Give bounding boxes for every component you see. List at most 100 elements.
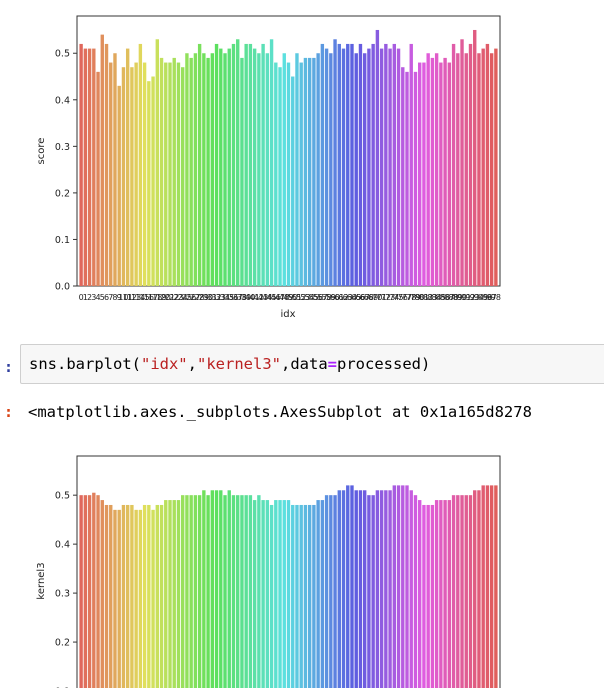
x-tick-label: 57 xyxy=(317,293,327,302)
output-prompt: : xyxy=(4,403,14,421)
bar-17 xyxy=(151,76,155,287)
bar-2 xyxy=(87,48,92,287)
x-tick-label: 85 xyxy=(436,293,446,302)
bar-74 xyxy=(392,43,397,287)
bar-83 xyxy=(430,504,435,688)
y-tick-label: 0.3 xyxy=(55,589,70,600)
y-tick-label: 0.4 xyxy=(55,95,70,106)
x-tick-label: 1 xyxy=(83,293,88,302)
x-tick-label: 63 xyxy=(343,293,353,302)
x-tick-label: 43 xyxy=(258,293,268,302)
y-tick-label: 0.2 xyxy=(55,188,70,199)
bar-76 xyxy=(401,67,405,287)
bar-33 xyxy=(219,48,223,287)
x-tick-label: 96 xyxy=(482,293,492,302)
bar-6 xyxy=(104,43,109,287)
bar-54 xyxy=(307,504,312,688)
bar-62 xyxy=(341,48,346,287)
bar-24 xyxy=(181,67,185,287)
bar-39 xyxy=(244,495,248,688)
bar-0 xyxy=(79,43,83,287)
x-tick-label: 61 xyxy=(334,293,344,302)
bar-46 xyxy=(274,500,278,688)
bar-61 xyxy=(337,490,341,688)
x-tick-label: 3 xyxy=(91,293,96,302)
bar-31 xyxy=(210,53,215,286)
bar-66 xyxy=(358,490,363,688)
x-tick-label: 66 xyxy=(355,293,365,302)
bar-45 xyxy=(269,504,274,688)
x-tick-label: 95 xyxy=(478,293,488,302)
bar-98 xyxy=(494,48,498,287)
bar-16 xyxy=(147,81,151,286)
bar-77 xyxy=(405,71,409,286)
x-tick-label: 22 xyxy=(169,293,179,302)
code-line[interactable]: sns.barplot("idx","kernel3",data=process… xyxy=(29,355,431,373)
y-tick-label: 0.0 xyxy=(55,282,70,293)
bar-90 xyxy=(460,39,464,286)
bar-57 xyxy=(320,43,325,287)
x-tick-label: 89 xyxy=(453,293,463,302)
bar-36 xyxy=(231,43,236,287)
x-tick-label: 45 xyxy=(266,293,276,302)
bar-44 xyxy=(265,53,270,286)
bar-19 xyxy=(159,57,164,287)
x-tick-label: 68 xyxy=(364,293,374,302)
bar-70 xyxy=(375,29,380,286)
bar-49 xyxy=(286,62,291,286)
x-tick-label: 40 xyxy=(245,293,255,302)
bar-96 xyxy=(485,485,490,688)
bar-32 xyxy=(214,43,219,287)
code-cell[interactable]: sns.barplot("idx","kernel3",data=process… xyxy=(20,344,604,384)
bar-85 xyxy=(439,62,443,286)
x-tick-label: 4 xyxy=(96,293,101,302)
x-tick-label: 86 xyxy=(440,293,450,302)
x-tick-label: 48 xyxy=(279,293,289,302)
bar-35 xyxy=(227,490,231,688)
x-tick-label: 46 xyxy=(271,293,281,302)
bar-26 xyxy=(189,495,193,688)
bar-64 xyxy=(350,43,354,287)
x-tick-label: 55 xyxy=(309,293,319,302)
x-tick-label: 52 xyxy=(296,293,306,302)
bar-30 xyxy=(206,57,210,287)
bar-4 xyxy=(96,71,100,286)
bar-14 xyxy=(138,509,143,688)
bar-81 xyxy=(422,504,426,688)
bar-95 xyxy=(481,485,485,688)
bar-22 xyxy=(172,57,176,287)
bar-30 xyxy=(206,495,210,688)
x-tick-label: 73 xyxy=(385,293,395,302)
x-tick-label: 70 xyxy=(372,293,382,302)
bar-74 xyxy=(392,485,397,688)
x-tick-label: 7 xyxy=(108,293,113,302)
x-tick-label: 13 xyxy=(131,293,141,302)
bar-61 xyxy=(337,43,341,287)
bar-79 xyxy=(413,495,418,688)
bar-3 xyxy=(92,48,96,287)
bar-68 xyxy=(367,48,371,287)
bar-65 xyxy=(354,490,358,688)
bar-72 xyxy=(384,43,388,287)
bar-51 xyxy=(295,53,299,286)
x-tick-label: 0 xyxy=(79,293,84,302)
bar-79 xyxy=(413,71,418,286)
bar-38 xyxy=(240,57,244,287)
bar-84 xyxy=(434,500,439,688)
bar-71 xyxy=(379,490,384,688)
bar-68 xyxy=(367,495,371,688)
bar-86 xyxy=(443,57,447,287)
bar-75 xyxy=(396,48,401,287)
bar-96 xyxy=(485,43,490,287)
x-tick-label: 49 xyxy=(283,293,293,302)
bar-34 xyxy=(223,495,227,688)
bar-15 xyxy=(142,62,147,286)
x-tick-label: 71 xyxy=(377,293,387,302)
bar-94 xyxy=(477,53,481,286)
x-tick-label: 54 xyxy=(305,293,315,302)
x-tick-label: 17 xyxy=(148,293,158,302)
bar-44 xyxy=(265,500,270,688)
bar-33 xyxy=(219,490,223,688)
y-tick-label: 0.5 xyxy=(55,491,70,502)
